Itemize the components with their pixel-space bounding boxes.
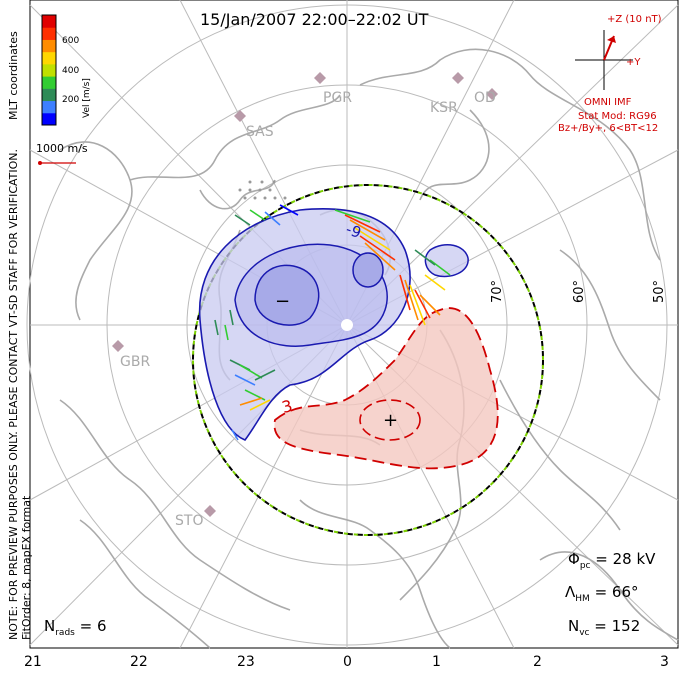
latitude-label-60: 60° [572,279,587,303]
mlt-coordinates-label: MLT coordinates [7,31,20,120]
negative-contour-3 [254,264,320,326]
velocity-tick-400: 400 [62,66,80,76]
imf-source: OMNI IMF [584,97,632,108]
velocity-vectors [214,204,451,441]
preview-note: NOTE: FOR PREVIEW PURPOSES ONLY. PLEASE … [7,148,20,640]
imf-model: Stat Mod: RG96 [578,111,657,122]
imf-z-label: +Z (10 nT) [607,14,662,25]
station-markers [112,72,498,517]
positive-cell [273,307,499,470]
velocity-tick-200: 200 [62,95,80,105]
pole-marker [341,319,353,331]
colorbar-segment [42,27,56,40]
map-group [26,0,679,649]
vector-count: Nvc = 152 [568,617,641,638]
cross-polar-potential: Φpc = 28 kV [568,550,656,571]
mlt-label-23: 23 [237,654,255,670]
plot-frame [29,0,679,649]
velocity-scale-label: Vel [m/s] [82,78,92,118]
imf-y-label: +Y [626,57,641,68]
station-ksr: KSR [430,100,458,116]
pos-potential-center: + [383,410,399,431]
imf-condition: Bz+/By+, 6<BT<12 [558,123,659,134]
hm-latitude: ΛHM = 66° [565,583,639,604]
mlt-label-3: 3 [660,654,669,670]
velocity-tick-600: 600 [62,36,80,46]
colorbar-segment [42,63,56,77]
mlt-label-1: 1 [432,654,441,670]
radar-count: Nrads = 6 [44,617,107,638]
colorbar-segment [42,112,56,126]
vector-dots [238,180,287,200]
station-od: OD [474,90,496,106]
mlt-label-2: 2 [533,654,542,670]
latitude-label-70: 70° [490,279,505,303]
page-title: 15/Jan/2007 22:00–22:02 UT [200,10,429,29]
positive-contour-2 [359,399,421,441]
colorbar-segment [42,76,56,89]
fit-order-note: FitOrder: 8, mapEX format [20,495,33,640]
vector-scale-label: 1000 m/s [36,142,88,155]
negative-small-cell [424,243,469,278]
mlt-label-22: 22 [130,654,148,670]
mlt-label-0: 0 [343,654,352,670]
station-gbr: GBR [120,354,151,370]
colorbar-segment [42,88,56,102]
hm-boundary [192,184,544,536]
station-sas: SAS [246,124,274,140]
neg-potential-center: − [275,291,291,312]
colorbar-segment [42,15,56,28]
colorbar-segment [42,100,56,114]
latitude-label-50: 50° [652,279,667,303]
imf-clock [575,30,633,90]
station-sto: STO [175,513,204,529]
negative-contour-4 [352,252,384,288]
colorbar-segment [42,39,56,53]
colorbar-segment [42,51,56,65]
velocity-colorbar [42,15,56,126]
mlt-label-21: 21 [24,654,42,670]
station-pgr: PGR [323,90,353,106]
